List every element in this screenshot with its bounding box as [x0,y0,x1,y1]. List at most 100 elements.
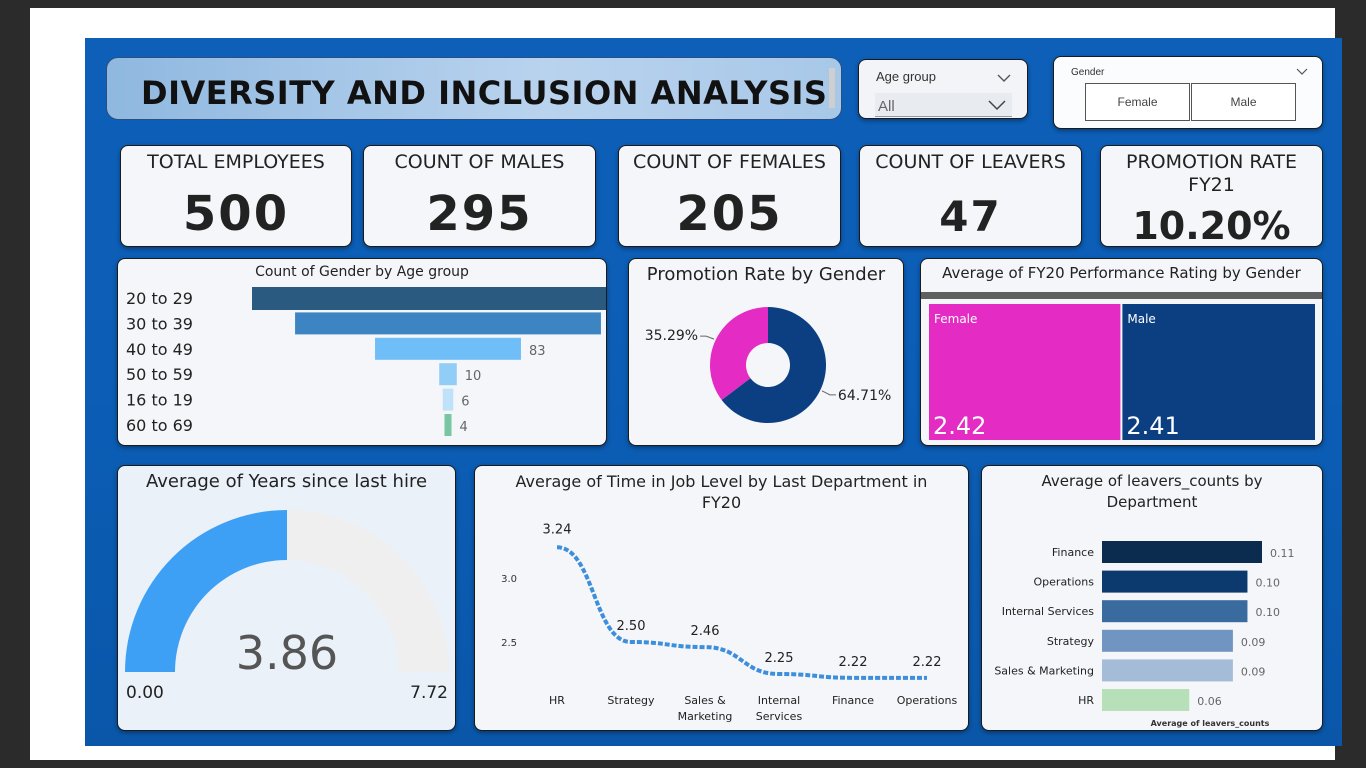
y-tick-label: 3.0 [501,574,517,585]
gender-option-male[interactable]: Male [1191,83,1296,121]
leavers-bar [1102,541,1262,563]
leavers-data-label: 0.10 [1255,577,1280,590]
kpi-count-of-leavers: COUNT OF LEAVERS 47 [859,145,1082,247]
chart-title: Average of FY20 Performance Rating by Ge… [942,264,1301,282]
leavers-by-department-card: Average of leavers_counts by Department … [981,465,1323,731]
treemap-tile-label: Male [1127,312,1155,326]
treemap-tile-label: Female [934,312,977,326]
title-scroll-handle[interactable] [829,68,835,108]
chart-title: Count of Gender by Age group [255,264,469,280]
age-group-bar [444,414,452,436]
age-group-tick-label: 20 to 29 [126,289,193,308]
page-title: DIVERSITY AND INCLUSION ANALYSIS [141,74,828,112]
age-group-tick-label: 40 to 49 [126,340,193,359]
leavers-bar [1102,629,1233,652]
kpi-title: COUNT OF LEAVERS [875,151,1066,173]
chevron-down-icon[interactable] [988,99,1006,111]
leavers-bar [1102,689,1190,711]
gender-slicer[interactable]: Gender Female Male [1053,56,1323,129]
x-tick-label: Operations [897,694,958,707]
age-group-data-label: 10 [465,369,482,384]
donut-slice-male [721,307,826,423]
kpi-title-line1: PROMOTION RATE [1126,151,1297,173]
donut-label-female: 35.29% [645,328,698,344]
chart-title: Average of Time in Job Level by Last Dep… [515,472,928,512]
donut-leader-line [700,335,715,340]
gender-option-female[interactable]: Female [1085,83,1190,121]
kpi-promotion-rate: PROMOTION RATE FY21 10.20% [1100,145,1323,248]
treemap-header-bar [921,292,1322,299]
age-group-label: Age group [876,69,936,84]
age-group-dropdown[interactable]: All [875,93,1012,117]
performance-treemap: Female 2.42 Male 2.41 [929,304,1315,440]
title-banner: DIVERSITY AND INCLUSION ANALYSIS [106,57,842,120]
performance-treemap-card: Average of FY20 Performance Rating by Ge… [920,258,1323,446]
x-tick-label: Services [756,710,803,723]
x-tick-label: Strategy [607,694,655,707]
kpi-title: TOTAL EMPLOYEES [147,151,325,173]
chevron-down-icon[interactable] [1296,68,1308,76]
department-tick-label: Sales & Marketing [994,664,1094,677]
promotion-donut-card: Promotion Rate by Gender 35.29% 64.71% [628,258,904,446]
time-in-job-level-card: Average of Time in Job Level by Last Dep… [474,465,969,731]
age-group-bar [439,363,457,386]
kpi-count-of-females: COUNT OF FEMALES 205 [618,145,841,247]
department-tick-label: Finance [1052,546,1094,559]
line-data-label: 3.24 [543,522,572,537]
age-group-bar [375,337,521,360]
age-group-bar [252,287,606,310]
age-group-tick-label: 60 to 69 [126,416,193,435]
dashboard-frame: DIVERSITY AND INCLUSION ANALYSIS Age gro… [30,8,1342,760]
gender-label: Gender [1071,67,1105,78]
leavers-bar [1102,659,1233,682]
leavers-bar [1102,570,1248,593]
report-canvas: DIVERSITY AND INCLUSION ANALYSIS Age gro… [85,38,1342,746]
chevron-down-icon[interactable] [997,73,1011,83]
age-group-value: All [878,98,895,115]
years-since-hire-gauge: 3.86 0.00 7.72 [125,510,449,703]
line-data-label: 2.46 [691,624,720,639]
chart-title: Average of Years since last hire [145,471,428,492]
age-group-data-label: 4 [460,420,468,435]
chart-title: Promotion Rate by Gender [646,264,886,285]
leavers-data-label: 0.06 [1197,695,1222,708]
leavers-data-label: 0.11 [1270,547,1295,560]
age-group-bar [442,388,454,411]
kpi-value: 47 [939,192,1002,241]
donut-slice-female [710,307,768,400]
kpi-title-line2: FY21 [1188,174,1235,196]
leavers-by-department-chart: Finance 0.11 Operations 0.10 Internal Servic… [994,541,1295,728]
promotion-donut-chart: 35.29% 64.71% [645,307,891,423]
age-group-data-label: 6 [461,395,469,410]
age-group-bar [295,312,601,335]
kpi-title: COUNT OF MALES [394,151,565,173]
gauge-value: 3.86 [236,626,338,680]
age-group-data-label: 83 [529,344,546,359]
age-group-slicer[interactable]: Age group All [858,59,1028,119]
x-tick-label: HR [549,694,565,707]
line-series [556,545,927,680]
treemap-tile-female [929,304,1121,440]
department-tick-label: Internal Services [1002,605,1095,618]
line-data-label: 2.25 [765,651,794,666]
years-since-hire-card: Average of Years since last hire 3.86 0.0… [117,465,456,731]
leavers-data-label: 0.10 [1255,606,1280,619]
x-tick-label: Marketing [678,710,733,723]
gauge-fill [125,510,287,672]
treemap-tile-value: 2.41 [1126,412,1179,440]
gauge-max-label: 7.72 [410,683,448,703]
leavers-bar [1102,600,1248,623]
treemap-tile-value: 2.42 [933,412,986,440]
department-tick-label: Strategy [1047,635,1095,648]
line-data-label: 2.22 [913,655,942,670]
department-tick-label: Operations [1034,576,1095,589]
age-group-tick-label: 30 to 39 [126,314,193,333]
treemap-tile-male [1122,304,1315,440]
x-tick-label: Finance [832,694,874,707]
age-group-tick-label: 16 to 19 [126,391,193,410]
kpi-count-of-males: COUNT OF MALES 295 [363,145,596,247]
time-in-job-level-chart: 3.0 2.5 3.24 2.50 2.46 2.25 2.22 2.22 HR Strategy… [501,522,958,723]
line-data-label: 2.50 [617,619,646,634]
chart-title: Average of leavers_counts by Department [1041,472,1263,511]
